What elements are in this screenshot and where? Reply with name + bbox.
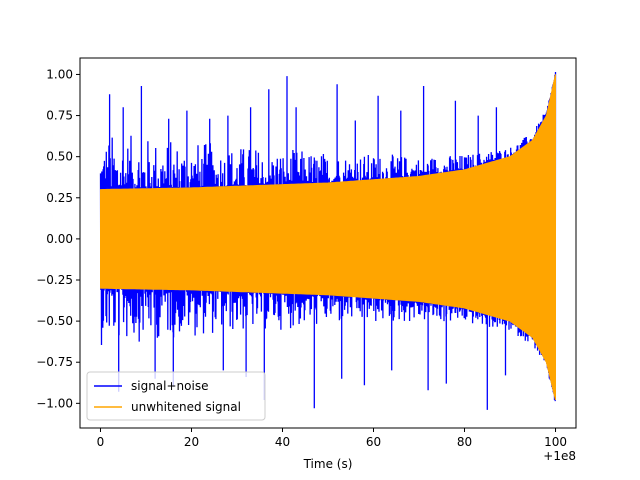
plot-frame [79,57,577,429]
series-unwhitened-signal [100,74,556,401]
y-tick-label: −0.75 [36,355,73,369]
y-tick-label: −0.25 [36,273,73,287]
y-tick-label: 1.00 [46,67,73,81]
x-tick-label: 60 [366,435,381,449]
legend-box [86,371,266,421]
x-axis-offset-label: +1e8 [543,449,576,463]
y-tick-label: 0.50 [46,150,73,164]
y-tick-label: −0.50 [36,314,73,328]
x-tick-label: 0 [97,435,105,449]
y-tick-label: 0.25 [46,191,73,205]
y-tick-label: 0.00 [46,232,73,246]
y-axis: −1.00 −0.75 −0.50 −0.25 0.00 0.25 0.50 0.75 1.00 [36,67,80,410]
x-tick-label: 80 [457,435,472,449]
legend: signal+noise unwhitened signal [86,371,266,421]
unwhitened-signal-band [100,74,556,401]
x-axis: 0 20 40 60 80 100 [97,428,567,449]
x-tick-label: 20 [184,435,199,449]
y-tick-label: −1.00 [36,396,73,410]
legend-label-unwhitened-signal: unwhitened signal [131,400,241,414]
y-tick-label: 0.75 [46,109,73,123]
legend-label-signal-noise: signal+noise [131,379,208,393]
x-tick-label: 100 [544,435,567,449]
x-tick-label: 40 [275,435,290,449]
x-axis-label: Time (s) [303,457,353,471]
